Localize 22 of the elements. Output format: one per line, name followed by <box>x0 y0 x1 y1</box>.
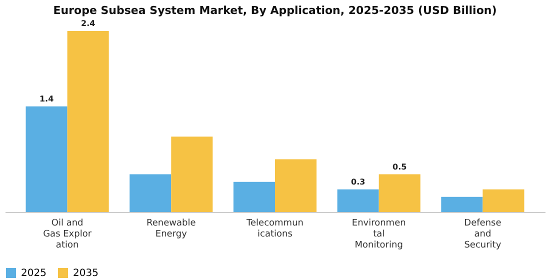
chart-title: Europe Subsea System Market, By Application, 2025-2035 (USD Billion) <box>53 4 497 17</box>
data-label: 2.4 <box>80 19 96 28</box>
x-tick-label: Telecommun ications <box>246 218 304 240</box>
data-label: 0.3 <box>350 177 366 186</box>
bar <box>26 106 68 212</box>
bar <box>275 159 317 212</box>
x-tick-label: Oil and Gas Explor ation <box>43 218 92 250</box>
bar <box>67 31 109 212</box>
x-tick-label: Environmen tal Monitoring <box>352 218 406 250</box>
legend-label: 2025 <box>21 268 46 279</box>
bar <box>441 196 483 212</box>
x-tick-label: Renewable Energy <box>146 218 196 240</box>
bar <box>337 189 379 212</box>
data-label: 0.5 <box>392 162 408 172</box>
bar <box>130 174 172 212</box>
legend-label: 2035 <box>73 268 98 279</box>
bar <box>171 136 213 212</box>
bar <box>233 182 275 212</box>
bar <box>482 189 524 212</box>
x-tick-label: Defense and Security <box>464 218 502 250</box>
data-label: 1.4 <box>39 94 54 104</box>
bar <box>378 174 420 212</box>
